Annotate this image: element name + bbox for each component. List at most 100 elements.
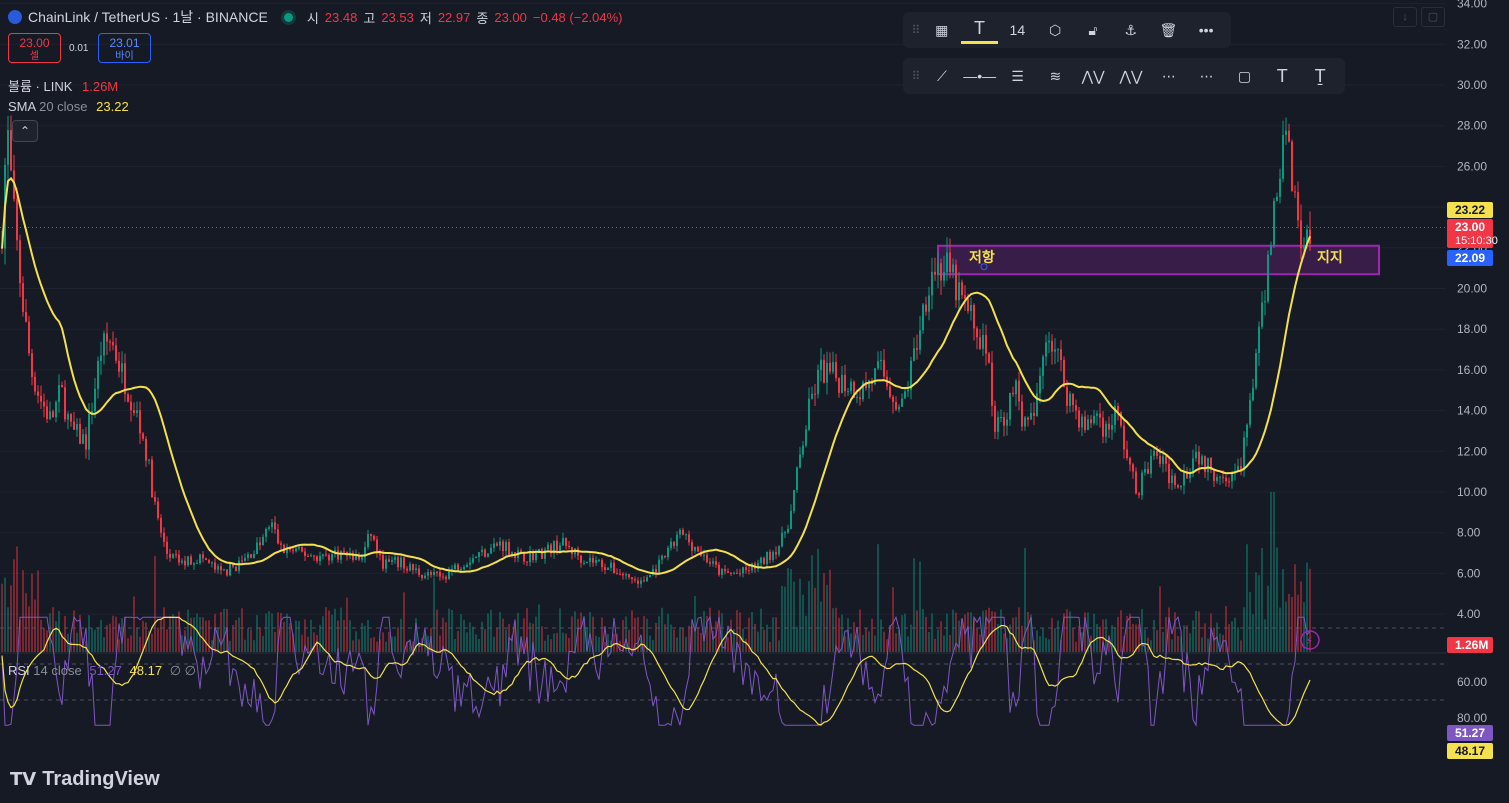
more-icon[interactable]: ••• [1198,22,1214,38]
text-icon[interactable]: T [960,17,999,44]
candle [187,555,189,567]
grid-icon[interactable]: ▦ [935,21,949,38]
buy-button[interactable]: 23.01 바이 [98,33,151,63]
buy-label: 바이 [115,51,134,62]
candle [841,365,843,394]
volume-bar [277,612,279,652]
volume-bar [661,607,663,652]
volume-bar [337,620,339,652]
candle [562,532,564,546]
lock-icon[interactable]: 🔓︎ [1088,21,1098,38]
candle [616,568,618,575]
sell-button[interactable]: 23.00 셀 [8,33,61,63]
volume-bar [1186,625,1188,652]
wave-icon[interactable]: ⋀⋁ [1081,67,1105,84]
price-tick-label: 4.00 [1457,607,1481,621]
candle [781,526,783,548]
volume-bar [355,631,357,652]
volume-legend[interactable]: 볼륨 · LINK 1.26M [8,76,118,95]
drag-handle-icon[interactable]: ⠿ [911,23,921,37]
settings-icon[interactable]: ⬡ [1048,21,1062,38]
volume-bar [286,613,288,652]
lightning-icon[interactable]: ⚡ [1300,630,1320,650]
volume-bar [385,641,387,652]
candle [775,546,777,560]
volume-bar [655,622,657,652]
candle [895,396,897,412]
price-tick-label: 6.00 [1457,566,1481,580]
volume-bar [691,626,693,652]
scroll-down-icon[interactable]: ↓ [1393,7,1417,27]
volume-bar [295,620,297,652]
volume-bar [7,607,9,652]
resistance-label: 저항 [969,249,995,265]
rsi-extra: ∅ ∅ [169,663,196,678]
volume-bar [832,608,834,652]
font-size-value[interactable]: 14 [1009,22,1026,38]
sma-legend[interactable]: SMA 20 close 23.22 [8,99,129,114]
candle [166,536,168,560]
volume-bar [1090,635,1092,652]
volume-bar [1156,630,1158,652]
volume-bar [1273,492,1275,652]
candle [1156,445,1158,460]
price-tick-label: 14.00 [1457,404,1487,418]
candle [577,546,579,560]
volume-bar [484,629,486,652]
candle [343,547,345,553]
abc-pattern-icon[interactable]: ⋀⋁ [1119,67,1143,84]
volume-bar [403,592,405,652]
fullscreen-icon[interactable]: ▢ [1421,7,1445,27]
volume-bar [1081,632,1083,652]
volume-bar [865,627,867,652]
horizontal-ray-icon[interactable]: —•— [963,68,997,84]
volume-bar [922,609,924,652]
volume-bar [700,632,702,652]
volume-bar [1138,624,1140,652]
fib-icon[interactable]: ≋ [1049,67,1062,84]
rectangle-icon[interactable]: ▢ [1237,67,1252,84]
trend-line-icon[interactable]: ⟋ [936,67,947,84]
volume-bar [721,613,723,652]
volume-bar [505,629,507,652]
volume-bar [217,627,219,652]
volume-bar [1126,615,1128,652]
candle [100,341,102,375]
anchored-text-icon[interactable]: Ṯ [1314,65,1326,86]
volume-bar [103,637,105,652]
svg-text:15:10:30: 15:10:30 [1455,235,1498,247]
candle [52,409,54,418]
volume-bar [1042,628,1044,652]
candle [670,537,672,551]
parallel-channel-icon[interactable]: ☰ [1011,67,1024,84]
candlestick-series [1,115,1311,589]
candle [172,553,174,560]
range-icon[interactable]: ⋯ [1161,67,1176,84]
levels-icon[interactable]: ⋯ [1199,67,1214,84]
candle [730,571,732,576]
volume-bar [88,615,90,652]
candle [865,371,867,391]
candle [583,560,585,566]
volume-bar [1105,618,1107,652]
drag-handle-icon[interactable]: ⠿ [911,69,921,83]
collapse-icon[interactable]: ⌃ [12,120,38,142]
candle [400,555,402,571]
drawing-price-label: 22.09 [1447,250,1493,266]
volume-bar [541,626,543,652]
symbol-title[interactable]: ChainLink / TetherUS · 1날 · BINANCE [28,9,268,25]
trash-icon[interactable]: 🗑︎ [1159,21,1178,38]
volume-bar [808,581,810,652]
volume-bar [940,621,942,652]
candle [151,456,153,498]
volume-bar [1015,616,1017,652]
volume-bar [58,611,60,652]
candle [1261,291,1263,330]
anchor-icon[interactable]: ⚓︎ [1124,21,1137,38]
candle [1054,338,1056,365]
resistance-support-zone[interactable] [937,244,1380,276]
volume-bar [826,584,828,652]
rsi-legend[interactable]: RSI 14 close 51.27 48.17 ∅ ∅ [8,663,196,679]
text-tool-icon[interactable]: T [1276,65,1288,86]
